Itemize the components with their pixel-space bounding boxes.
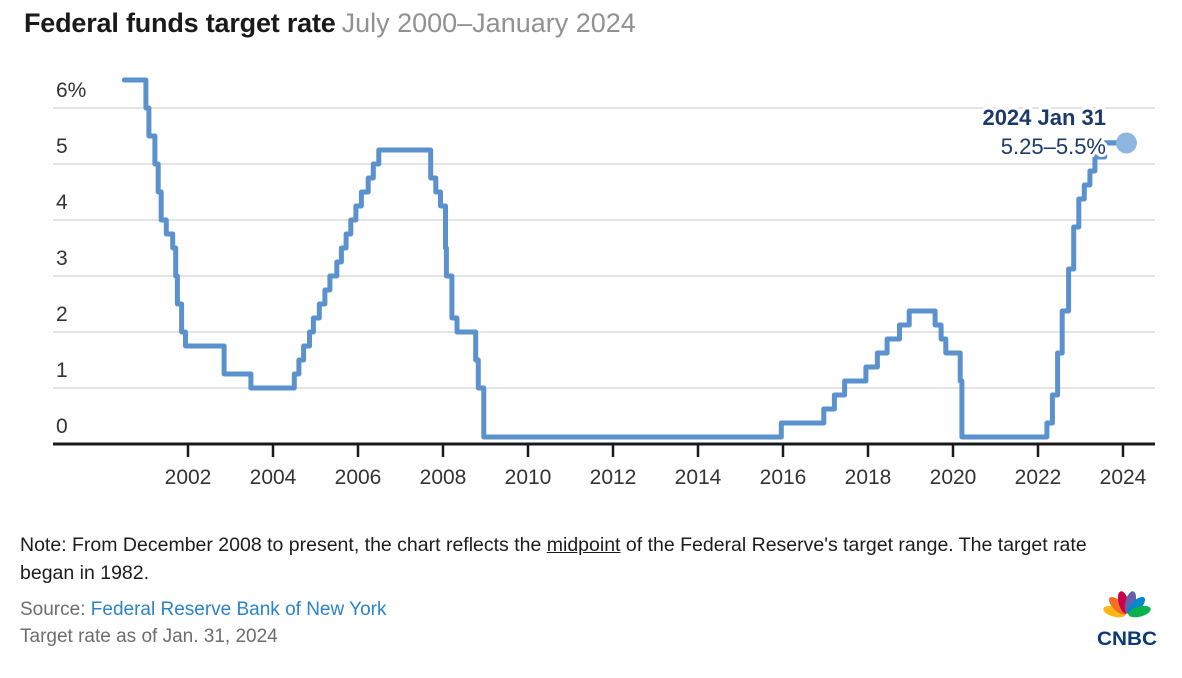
note-text-prefix: Note: From December 2008 to present, the… bbox=[20, 534, 547, 556]
svg-text:0: 0 bbox=[56, 415, 68, 438]
chart-subtitle: July 2000–January 2024 bbox=[341, 8, 636, 38]
svg-text:2022: 2022 bbox=[1015, 466, 1062, 489]
svg-text:2004: 2004 bbox=[250, 466, 297, 489]
svg-text:3: 3 bbox=[56, 247, 68, 270]
note-text-suffix: of the Federal Reserve's target range. T… bbox=[20, 534, 1087, 584]
latest-value-dot bbox=[1115, 132, 1137, 154]
source-block: Source: Federal Reserve Bank of New York… bbox=[20, 596, 386, 650]
annotation-range: 5.25–5.5% bbox=[1001, 134, 1106, 159]
svg-text:2: 2 bbox=[56, 303, 68, 326]
svg-text:2014: 2014 bbox=[675, 466, 722, 489]
svg-text:2024: 2024 bbox=[1100, 466, 1147, 489]
svg-text:2020: 2020 bbox=[930, 466, 977, 489]
chart-title: Federal funds target rate bbox=[24, 8, 336, 38]
source-line: Source: Federal Reserve Bank of New York bbox=[20, 596, 386, 623]
axis-labels: 6% 5 4 3 2 1 0 2002 2004 2006 2008 2010 2012 2014 2016… bbox=[56, 79, 1147, 489]
svg-text:2018: 2018 bbox=[845, 466, 892, 489]
note-underlined-word: midpoint bbox=[546, 534, 621, 556]
svg-text:2012: 2012 bbox=[590, 466, 637, 489]
cnbc-wordmark: CNBC bbox=[1097, 629, 1157, 650]
peacock-icon bbox=[1103, 591, 1151, 618]
svg-text:2008: 2008 bbox=[420, 466, 467, 489]
svg-text:6%: 6% bbox=[56, 79, 86, 102]
svg-text:2006: 2006 bbox=[335, 466, 382, 489]
chart-note: Note: From December 2008 to present, the… bbox=[20, 531, 1100, 587]
cnbc-logo: CNBC bbox=[1097, 591, 1157, 650]
chart-header: Federal funds target rate July 2000–Janua… bbox=[24, 8, 636, 39]
end-annotation: 2024 Jan 31 5.25–5.5% bbox=[979, 102, 1137, 162]
asof-line: Target rate as of Jan. 31, 2024 bbox=[20, 626, 278, 647]
source-link[interactable]: Federal Reserve Bank of New York bbox=[90, 599, 387, 620]
svg-text:1: 1 bbox=[56, 359, 68, 382]
gridlines bbox=[53, 107, 1155, 446]
rate-chart: 6% 5 4 3 2 1 0 2002 2004 2006 2008 2010 2012 2014 2016… bbox=[53, 77, 1155, 489]
svg-text:2016: 2016 bbox=[760, 466, 807, 489]
svg-text:2002: 2002 bbox=[165, 466, 212, 489]
svg-text:4: 4 bbox=[56, 191, 68, 214]
annotation-date: 2024 Jan 31 bbox=[982, 105, 1106, 130]
rate-step-line bbox=[121, 77, 1129, 440]
svg-text:2010: 2010 bbox=[505, 466, 552, 489]
x-axis bbox=[186, 445, 1125, 457]
svg-text:5: 5 bbox=[56, 135, 68, 158]
source-label: Source: bbox=[20, 599, 91, 620]
